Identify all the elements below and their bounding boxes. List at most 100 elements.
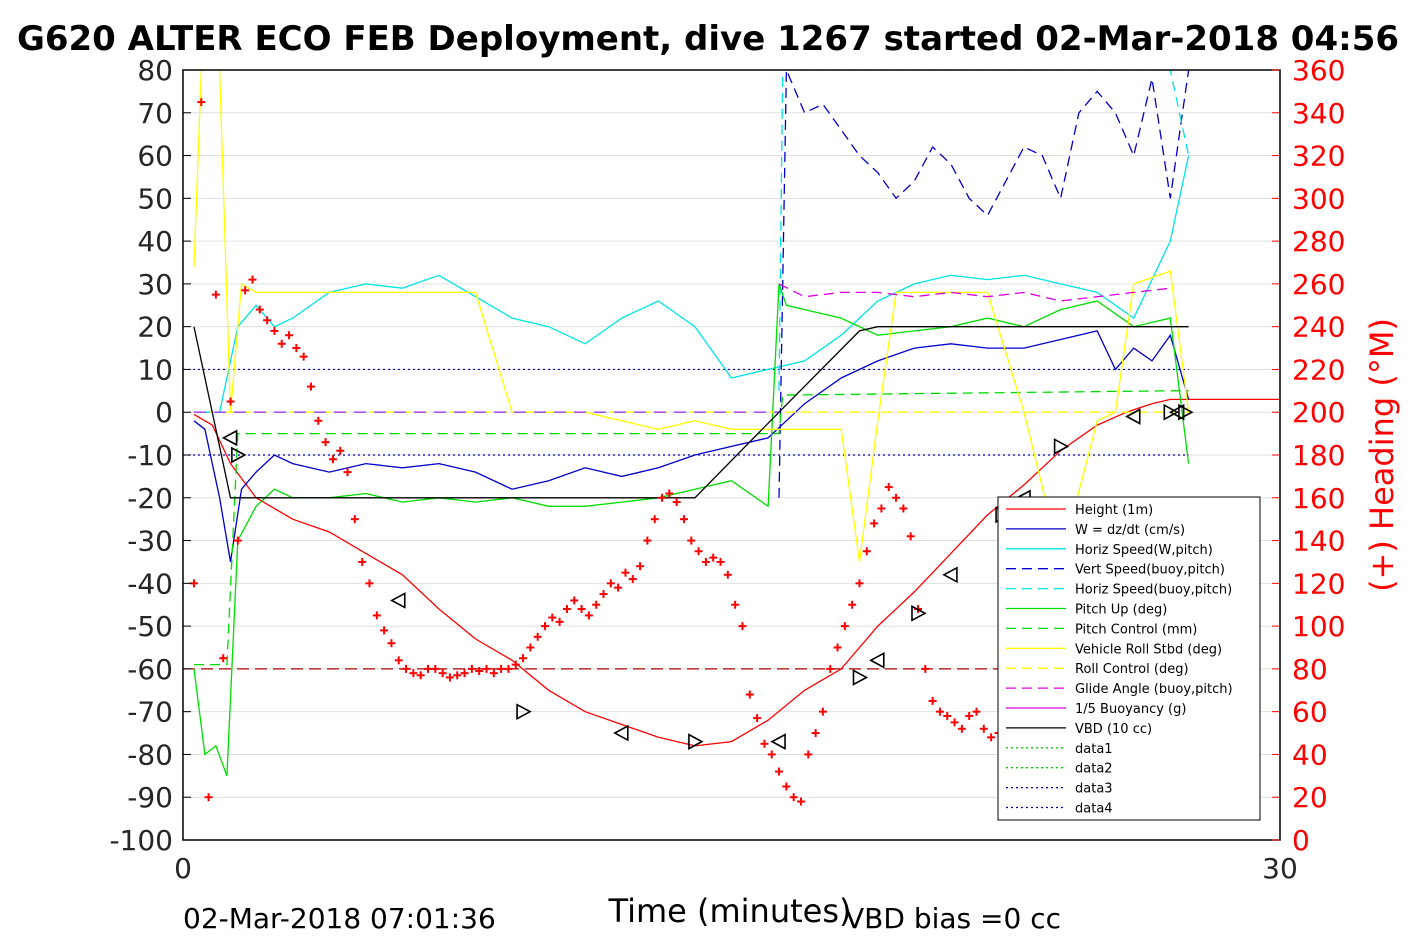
right-tick-label: 200 — [1292, 396, 1345, 429]
series-line — [194, 155, 1190, 413]
heading-point — [884, 483, 893, 492]
heading-point — [716, 557, 725, 566]
heading-point — [972, 707, 981, 716]
series-line — [778, 70, 1190, 498]
heading-point — [877, 504, 886, 513]
svg-text:data4: data4 — [1075, 802, 1113, 817]
depth-marker — [231, 446, 247, 464]
right-tick-label: 100 — [1292, 610, 1345, 643]
left-tick-label: -70 — [127, 696, 173, 729]
heading-point — [416, 671, 425, 680]
heading-point — [519, 654, 528, 663]
right-tick-label: 0 — [1292, 824, 1310, 857]
left-tick-label: -20 — [127, 482, 173, 515]
heading-point — [189, 579, 198, 588]
heading-point — [204, 793, 213, 802]
heading-point — [928, 696, 937, 705]
svg-text:Pitch Up (deg): Pitch Up (deg) — [1075, 603, 1167, 618]
heading-point — [577, 605, 586, 613]
heading-point — [731, 600, 740, 609]
heading-point — [431, 664, 440, 673]
heading-point — [489, 669, 498, 678]
left-tick-label: -90 — [127, 781, 173, 814]
heading-point — [753, 714, 762, 723]
heading-point — [511, 660, 520, 669]
heading-point — [372, 611, 381, 620]
right-tick-label: 340 — [1292, 97, 1345, 130]
left-tick-label: 50 — [137, 182, 173, 215]
heading-point — [767, 750, 776, 759]
heading-point — [380, 626, 389, 635]
heading-point — [270, 326, 279, 335]
heading-point — [548, 613, 557, 622]
left-tick-label: -30 — [127, 525, 173, 558]
heading-point — [658, 493, 667, 502]
depth-marker — [516, 703, 532, 721]
series-line — [778, 70, 1190, 391]
heading-point — [255, 305, 264, 314]
depth-marker — [911, 604, 927, 622]
series-line — [193, 330, 1190, 563]
left-tick-label: 30 — [137, 268, 173, 301]
svg-text:data2: data2 — [1075, 762, 1113, 777]
heading-point — [241, 286, 250, 295]
heading-point — [599, 590, 608, 599]
heading-point — [687, 536, 696, 545]
heading-point — [402, 664, 411, 673]
right-tick-label: 60 — [1292, 696, 1328, 729]
heading-point — [943, 711, 952, 720]
right-tick-label: 160 — [1292, 482, 1345, 515]
svg-text:VBD (10 cc): VBD (10 cc) — [1075, 722, 1152, 737]
heading-point — [233, 536, 242, 545]
heading-point — [818, 707, 827, 716]
x-axis-ticks: 0 30 — [174, 832, 1298, 885]
heading-point — [438, 669, 447, 678]
heading-point — [650, 515, 659, 524]
heading-point — [921, 664, 930, 673]
depth-marker — [852, 669, 869, 686]
legend-entry: Vert Speed(buoy,pitch) — [1006, 563, 1225, 578]
depth-marker — [1125, 408, 1141, 425]
heading-point — [833, 643, 842, 652]
legend-entry: Height (1m) — [1006, 503, 1153, 518]
legend-entry: data2 — [1006, 762, 1113, 777]
left-tick-label: -100 — [109, 824, 173, 857]
heading-point — [526, 643, 535, 652]
heading-point — [738, 622, 747, 631]
x-tick-label: 30 — [1262, 852, 1298, 885]
series-line — [778, 283, 1171, 302]
depth-marker — [1053, 438, 1070, 455]
heading-point — [796, 797, 805, 806]
heading-point — [965, 711, 974, 720]
heading-point — [628, 575, 637, 584]
heading-point — [804, 750, 813, 759]
right-tick-label: 320 — [1292, 140, 1345, 173]
right-axis-ticks: 3603403203002802602402202001801601401201… — [1272, 54, 1345, 857]
heading-point — [277, 339, 286, 348]
right-tick-label: 280 — [1292, 225, 1345, 258]
depth-marker — [1163, 403, 1179, 421]
heading-point — [892, 493, 901, 502]
heading-point — [219, 654, 228, 663]
svg-text:W = dz/dt (cm/s): W = dz/dt (cm/s) — [1075, 523, 1185, 538]
heading-point — [197, 98, 206, 107]
heading-point — [460, 669, 469, 678]
svg-text:Pitch Control (mm): Pitch Control (mm) — [1075, 622, 1197, 637]
depth-marker — [942, 566, 958, 584]
svg-text:Roll Control (deg): Roll Control (deg) — [1075, 662, 1189, 677]
heading-point — [987, 733, 996, 742]
x-axis-label: Time (minutes) — [608, 892, 852, 930]
series-line — [193, 70, 1190, 563]
left-tick-label: 60 — [137, 140, 173, 173]
heading-point — [709, 553, 718, 562]
left-tick-label: 70 — [137, 97, 173, 130]
heading-point — [643, 536, 652, 545]
depth-marker — [688, 733, 704, 750]
svg-text:Vert Speed(buoy,pitch): Vert Speed(buoy,pitch) — [1075, 563, 1225, 578]
heading-point — [950, 718, 959, 727]
heading-point — [453, 671, 462, 680]
depth-marker — [390, 592, 406, 609]
heading-point — [314, 416, 323, 425]
heading-point — [606, 579, 615, 588]
